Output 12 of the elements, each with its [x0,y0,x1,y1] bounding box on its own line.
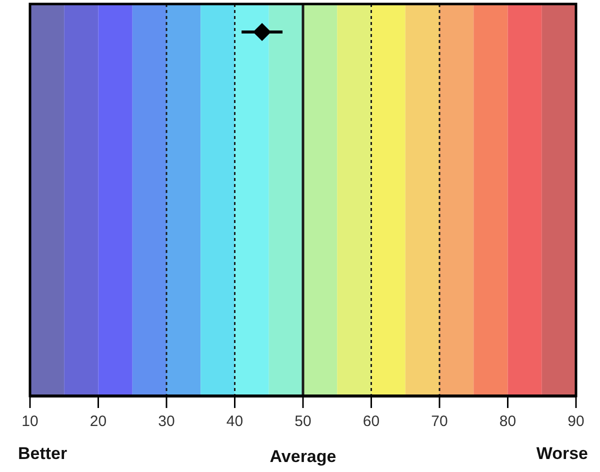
x-tick-label: 10 [22,413,38,430]
text: Average [270,447,336,466]
text: Worse [536,444,588,463]
x-tick-label: 20 [90,413,107,430]
x-tick-label: 30 [158,413,175,430]
x-tick-label: 40 [226,413,244,430]
x-tick-label: 60 [362,413,380,430]
text: Better [18,444,68,463]
x-tick-label: 70 [431,413,448,430]
x-tick-label: 80 [499,413,516,430]
x-tick-label: 90 [568,413,584,430]
x-tick-label: 50 [294,413,312,430]
